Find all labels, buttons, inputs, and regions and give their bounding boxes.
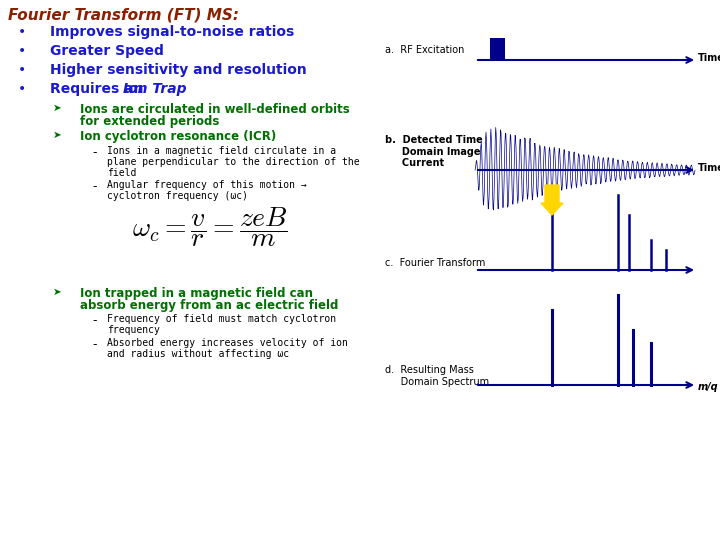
Text: d.  Resulting Mass
     Domain Spectrum: d. Resulting Mass Domain Spectrum: [385, 365, 489, 387]
Text: and radius without affecting ωc: and radius without affecting ωc: [107, 349, 289, 359]
FancyArrow shape: [541, 185, 563, 215]
Text: •: •: [18, 25, 26, 39]
Text: Greater Speed: Greater Speed: [50, 44, 164, 58]
Text: Time: Time: [698, 53, 720, 63]
Text: Ion Trap: Ion Trap: [123, 82, 186, 96]
Text: Ion cyclotron resonance (ICR): Ion cyclotron resonance (ICR): [80, 130, 276, 143]
Text: Improves signal-to-noise ratios: Improves signal-to-noise ratios: [50, 25, 294, 39]
Text: -: -: [92, 314, 96, 327]
Text: absorb energy from an ac electric field: absorb energy from an ac electric field: [80, 299, 338, 312]
Text: Fourier Transform (FT) MS:: Fourier Transform (FT) MS:: [8, 7, 239, 22]
Text: frequency: frequency: [107, 325, 160, 335]
Text: b.  Detected Time
     Domain Image
     Current: b. Detected Time Domain Image Current: [385, 135, 482, 168]
Text: Absorbed energy increases velocity of ion: Absorbed energy increases velocity of io…: [107, 338, 348, 348]
Bar: [490, 38, 505, 60]
Text: for extended periods: for extended periods: [80, 115, 220, 128]
Text: Angular frequency of this motion →: Angular frequency of this motion →: [107, 180, 307, 190]
Text: Frequency of field must match cyclotron: Frequency of field must match cyclotron: [107, 314, 336, 324]
Text: -: -: [92, 180, 96, 193]
Text: •: •: [18, 82, 26, 96]
Text: m/q: m/q: [698, 382, 719, 392]
Text: $\omega_c = \dfrac{v}{r} = \dfrac{zeB}{m}$: $\omega_c = \dfrac{v}{r} = \dfrac{zeB}{m…: [132, 205, 288, 249]
Text: Ions in a magnetic field circulate in a: Ions in a magnetic field circulate in a: [107, 146, 336, 156]
Text: -: -: [92, 338, 96, 351]
Text: cyclotron frequency (ωc): cyclotron frequency (ωc): [107, 191, 248, 201]
Text: c.  Fourier Transform: c. Fourier Transform: [385, 258, 485, 268]
Text: a.  RF Excitation: a. RF Excitation: [385, 45, 464, 55]
Text: •: •: [18, 63, 26, 77]
Text: plane perpendicular to the direction of the: plane perpendicular to the direction of …: [107, 157, 359, 167]
Text: -: -: [92, 146, 96, 159]
Text: Ion trapped in a magnetic field can: Ion trapped in a magnetic field can: [80, 287, 313, 300]
Text: •: •: [18, 44, 26, 58]
Text: Ions are circulated in well-defined orbits: Ions are circulated in well-defined orbi…: [80, 103, 350, 116]
Text: Requires an: Requires an: [50, 82, 148, 96]
Text: field: field: [107, 168, 136, 178]
Text: ➤: ➤: [53, 130, 62, 140]
Text: Higher sensitivity and resolution: Higher sensitivity and resolution: [50, 63, 307, 77]
Text: ➤: ➤: [53, 103, 62, 113]
Text: ➤: ➤: [53, 287, 62, 297]
Text: Time: Time: [698, 163, 720, 173]
